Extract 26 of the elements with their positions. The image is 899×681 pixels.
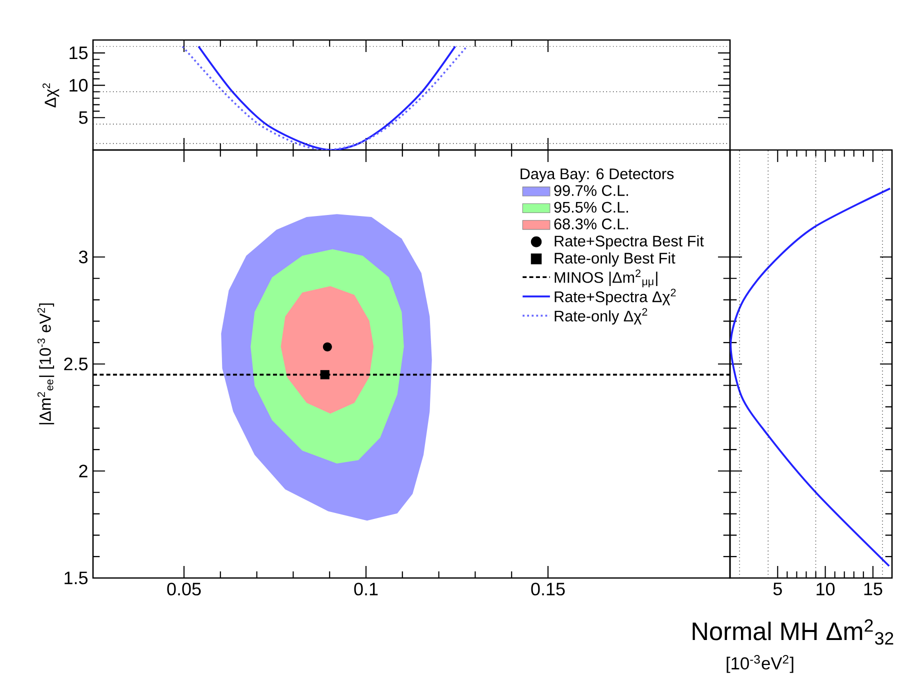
x-tick-label: 0.15 [531,582,565,596]
y-tick-label: 10 [70,78,88,92]
x-tick-label: 10 [816,582,835,596]
legend-label: 68.3% C.L. [554,218,628,230]
x-tick-label: 5 [773,582,782,596]
x-tick-label: 0.05 [167,582,201,596]
y-axis-title: |Δm$^{2}$$_{ee}$| [10$^{-3}$ eV$^{2}$] [37,303,54,424]
text: Rate+Spectra Δχ$^{2}$ [554,288,676,306]
legend-label: Rate+Spectra Best Fit [554,235,704,250]
y-axis-title: Δχ$^{2}$ [42,83,60,108]
legend-label: Rate-only Best Fit [554,252,676,267]
legend-label: 95.5% C.L. [554,202,628,213]
y-tick-label: 1.5 [64,572,88,584]
y-tick-label: 2.5 [64,358,88,370]
legend-title: Daya Bay: 6 Detectors [520,168,674,182]
text: Normal MH Δm$^{2}$32 [692,619,894,645]
text: [10$^{-3}$eV$^{2}$] [726,655,794,673]
y-tick-label: 3 [78,250,88,264]
x-tick-label: 15 [864,582,882,596]
legend-label: 99.7% C.L. [554,185,628,196]
x-tick-label: 0.1 [354,582,378,596]
y-tick-label: 2 [79,464,88,478]
y-tick-label: 15 [70,46,88,60]
text: Rate-only Δχ$^{2}$ [554,308,648,325]
legend-label: MINOS |Δm$^{2}$$_{μμ}$| [554,269,658,288]
y-tick-label: 5 [79,111,88,124]
